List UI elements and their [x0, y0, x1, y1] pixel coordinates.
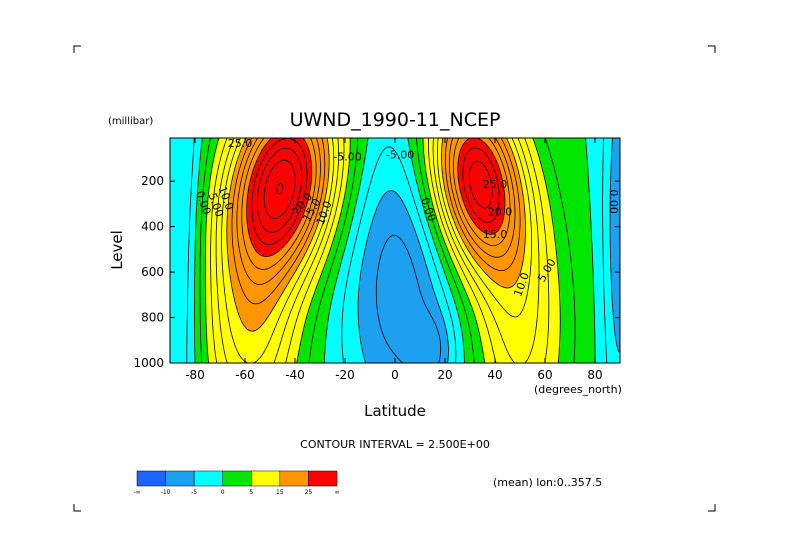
- x-tick-label: 20: [437, 368, 452, 382]
- x-tick-label: 60: [537, 368, 552, 382]
- colorbar-swatch: [251, 470, 281, 487]
- wind-fill-raster: [170, 138, 620, 363]
- colorbar-swatch: [222, 470, 252, 487]
- contour-label: 0.00: [607, 189, 620, 214]
- contour-label: 25.0: [483, 178, 508, 191]
- y-tick-label: 400: [141, 220, 164, 234]
- colorbar-label: 0: [221, 489, 225, 496]
- contour-line: [241, 138, 511, 270]
- colorbar-label: 5: [249, 489, 253, 496]
- colorbar-label: -10: [161, 489, 171, 496]
- contour-line: [199, 138, 576, 363]
- colorbar-label: 15: [276, 489, 284, 496]
- colorbar: -∞ -10 -5 0 5 15 25 ∞: [133, 470, 340, 496]
- contour-line: [210, 138, 550, 363]
- contour-line: [215, 138, 540, 363]
- contour-line: [204, 138, 561, 363]
- contour-interval-note: CONTOUR INTERVAL = 2.500E+00: [300, 438, 490, 451]
- plot-area: 25.020.015.010.010.05.000.00-5.00 -5.000.…: [170, 137, 620, 363]
- contour-line: [375, 234, 442, 363]
- colorbar-swatch: [165, 470, 195, 487]
- colorbar-label: ∞: [335, 489, 340, 496]
- contour-label: -5.00: [386, 148, 414, 161]
- x-tick-label: 0: [391, 368, 399, 382]
- contour-line: [357, 138, 620, 363]
- y-axis: 200 400 600 800 1000: [133, 174, 620, 370]
- y-axis-label: Level: [108, 230, 126, 270]
- contour-line: [263, 159, 296, 219]
- contour-label: 25.0: [228, 137, 253, 150]
- colorbar-label: -∞: [133, 489, 140, 496]
- contour-label: 15.0: [483, 228, 508, 241]
- x-tick-label: -20: [335, 368, 355, 382]
- contour-label: 20.0: [488, 205, 513, 218]
- contour-line: [236, 138, 516, 285]
- x-axis-label: Latitude: [364, 402, 426, 420]
- contour-line: [186, 138, 608, 363]
- footnote: (mean) lon:0..357.5: [493, 476, 602, 489]
- colorbar-swatch: [193, 470, 223, 487]
- x-tick-label: -60: [235, 368, 255, 382]
- y-tick-label: 800: [141, 311, 164, 325]
- x-axis-units: (degrees_north): [534, 383, 622, 396]
- contour-line: [246, 138, 506, 257]
- y-axis-units: (millibar): [108, 116, 153, 127]
- contour-line: [257, 147, 493, 233]
- x-tick-label: -40: [285, 368, 305, 382]
- chart-title: UWND_1990-11_NCEP: [290, 109, 501, 131]
- colorbar-label: 25: [305, 489, 313, 496]
- contour-line: [231, 138, 521, 305]
- x-tick-label: 80: [587, 368, 602, 382]
- y-tick-label: 600: [141, 265, 164, 279]
- x-axis: -80 -60 -40 -20 0 20 40 60 80: [185, 138, 603, 382]
- colorbar-swatch: [308, 470, 338, 487]
- crop-marks: [73, 45, 716, 512]
- contour-line: [226, 138, 526, 332]
- contour-line: [251, 138, 500, 245]
- colorbar-swatch: [136, 470, 166, 487]
- y-tick-label: 1000: [133, 356, 164, 370]
- colorbar-label: -5: [191, 489, 197, 496]
- x-tick-label: 40: [487, 368, 502, 382]
- y-tick-label: 200: [141, 174, 164, 188]
- colorbar-swatch: [279, 470, 309, 487]
- contour-line: [276, 182, 284, 195]
- contour-label: -5.00: [333, 151, 361, 164]
- x-tick-label: -80: [185, 368, 205, 382]
- contour-line: [221, 138, 532, 363]
